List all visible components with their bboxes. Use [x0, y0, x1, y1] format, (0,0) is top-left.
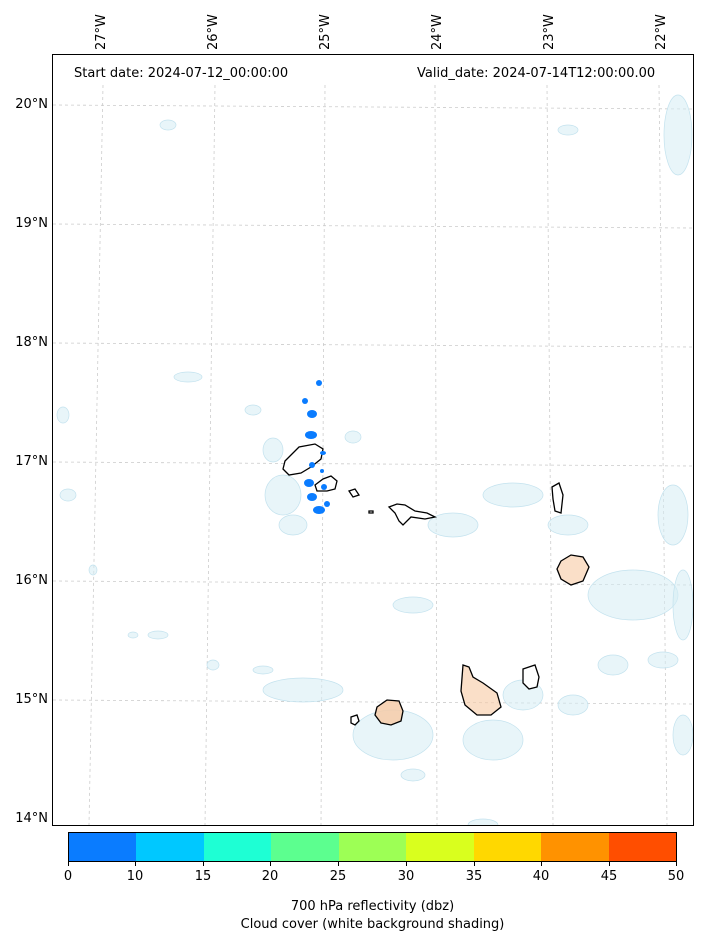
- colorbar-tick: [270, 862, 271, 866]
- colorbar-segment-30-35: [406, 833, 474, 861]
- colorbar-tick: [135, 862, 136, 866]
- colorbar-label-15: 15: [194, 869, 212, 884]
- colorbar-segment-40-45: [541, 833, 609, 861]
- map-frame: [52, 54, 694, 826]
- lat-label-18n: 18°N: [15, 335, 48, 350]
- colorbar-label-0: 0: [63, 869, 73, 884]
- lon-label-23w: 23°W: [542, 14, 557, 50]
- colorbar-segment-10-15: [136, 833, 204, 861]
- colorbar-label-25: 25: [329, 869, 347, 884]
- island-outlines: [282, 443, 590, 726]
- island-sao-vicente: [314, 475, 338, 492]
- colorbar-label-10: 10: [126, 869, 144, 884]
- colorbar-label-30: 30: [397, 869, 415, 884]
- colorbar-tick: [609, 862, 610, 866]
- colorbar-subtitle: Cloud cover (white background shading): [240, 917, 505, 932]
- island-brava: [350, 714, 360, 726]
- colorbar-tick: [406, 862, 407, 866]
- colorbar-title: 700 hPa reflectivity (dbz): [290, 899, 455, 914]
- lon-label-22w: 22°W: [654, 14, 669, 50]
- island-fogo: [374, 699, 404, 726]
- colorbar-segment-20-25: [271, 833, 339, 861]
- lon-label-25w: 25°W: [318, 14, 333, 50]
- colorbar-tick: [541, 862, 542, 866]
- island-sao-nicolau: [387, 503, 437, 526]
- colorbar-label-40: 40: [532, 869, 550, 884]
- island-maio: [522, 664, 540, 690]
- lat-label-17n: 17°N: [15, 454, 48, 469]
- lat-label-19n: 19°N: [15, 216, 48, 231]
- colorbar-tick: [338, 862, 339, 866]
- gridlines: [53, 84, 693, 825]
- lat-label-14n: 14°N: [15, 811, 48, 826]
- start-date-label: Start date: 2024-07-12_00:00:00: [74, 66, 289, 81]
- colorbar-label-45: 45: [600, 869, 618, 884]
- reflectivity-shading: [302, 380, 330, 514]
- colorbar-segment-45-50: [608, 833, 676, 861]
- lon-label-26w: 26°W: [206, 14, 221, 50]
- colorbar-label-35: 35: [465, 869, 483, 884]
- island-santa-luzia: [347, 488, 361, 498]
- island-boa-vista: [556, 554, 590, 586]
- colorbar-tick: [68, 862, 69, 866]
- colorbar-segment-15-20: [203, 833, 272, 861]
- island-santo-antao: [282, 443, 324, 476]
- colorbar-segment-25-30: [338, 833, 407, 861]
- lat-label-16n: 16°N: [15, 573, 48, 588]
- map-canvas: [53, 84, 693, 825]
- colorbar-tick: [203, 862, 204, 866]
- colorbar-label-20: 20: [261, 869, 279, 884]
- colorbar-segment-0-10: [69, 833, 137, 861]
- lon-label-24w: 24°W: [430, 14, 445, 50]
- island-sal: [551, 482, 564, 514]
- colorbar-label-50: 50: [667, 869, 685, 884]
- colorbar: [68, 832, 677, 862]
- colorbar-tick: [676, 862, 677, 866]
- cloud-cover-shading: [56, 94, 693, 825]
- island-santiago: [460, 664, 502, 716]
- lon-label-27w: 27°W: [94, 14, 109, 50]
- colorbar-segment-35-40: [473, 833, 542, 861]
- colorbar-tick: [474, 862, 475, 866]
- valid-date-label: Valid_date: 2024-07-14T12:00:00.00: [417, 66, 656, 81]
- island-raso: [368, 510, 374, 514]
- lat-label-20n: 20°N: [15, 97, 48, 112]
- lat-label-15n: 15°N: [15, 692, 48, 707]
